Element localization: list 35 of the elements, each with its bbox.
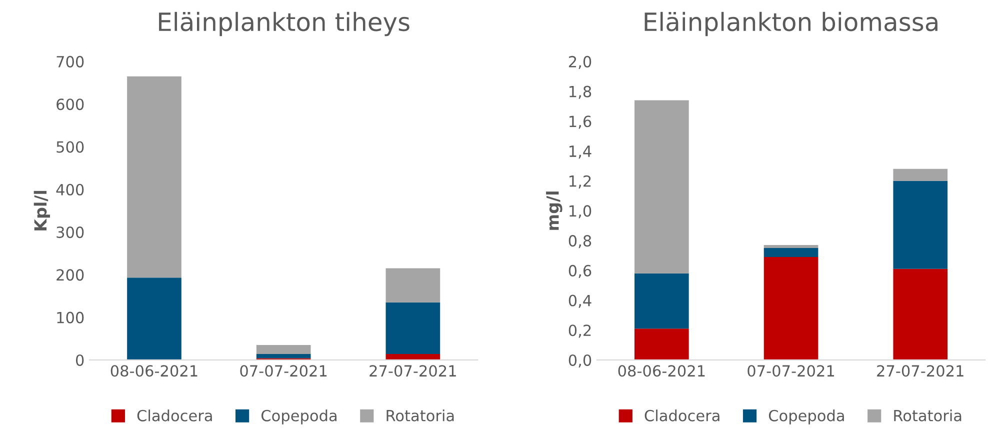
y-tick-label: 400 [56, 184, 84, 196]
y-tick-label: 0,2 [568, 324, 591, 338]
x-tick-label: 08-06-2021 [110, 365, 198, 377]
y-tick-label: 1,0 [570, 205, 592, 218]
y-tick-label: 1,6 [570, 116, 592, 129]
y-tick-label: 500 [56, 141, 84, 153]
chart-title: Eläinplankton biomassa [644, 12, 938, 36]
y-tick-label: 1,2 [570, 175, 591, 188]
y-tick-label: 0,0 [568, 354, 592, 368]
legend-label: Cladocera [137, 410, 212, 422]
chart-title: Eläinplankton tiheys [159, 12, 410, 36]
x-tick-label: 27-07-2021 [877, 365, 964, 377]
legend-label: Cladocera [644, 410, 720, 422]
y-tick-label: 100 [57, 312, 84, 324]
y-tick-label: 700 [56, 56, 84, 68]
y-tick-label: 200 [56, 269, 84, 281]
y-axis-title: mg/l [546, 192, 562, 230]
y-tick-label: 2,0 [568, 56, 592, 70]
legend-label: Copepoda [262, 410, 336, 424]
y-tick-label: 0,8 [568, 235, 592, 248]
y-tick-label: 1,4 [570, 146, 592, 159]
x-tick-label: 07-07-2021 [240, 365, 327, 377]
legend-label: Copepoda [768, 410, 844, 424]
y-tick-label: 0,6 [568, 264, 592, 278]
x-tick-label: 07-07-2021 [748, 365, 834, 377]
x-tick-label: 08-06-2021 [618, 365, 705, 377]
y-tick-label: 600 [56, 98, 84, 110]
legend-label: Rotatoria [386, 410, 454, 422]
y-axis-title: Kpl/l [34, 190, 50, 230]
x-tick-label: 27-07-2021 [370, 365, 456, 377]
y-tick-label: 0,4 [568, 294, 592, 308]
y-tick-label: 300 [56, 226, 84, 238]
y-tick-label: 1,8 [570, 86, 592, 99]
y-tick-label: 0 [76, 354, 84, 366]
legend-label: Rotatoria [894, 410, 962, 422]
